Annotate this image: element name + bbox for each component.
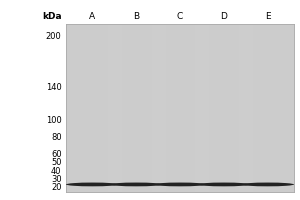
Ellipse shape: [154, 183, 206, 186]
Ellipse shape: [110, 183, 163, 186]
Text: 60: 60: [51, 150, 62, 159]
Text: E: E: [265, 12, 271, 21]
Text: kDa: kDa: [42, 12, 62, 21]
Text: B: B: [133, 12, 139, 21]
Text: 30: 30: [51, 175, 62, 184]
Ellipse shape: [66, 183, 118, 186]
Text: 140: 140: [46, 82, 62, 92]
Text: 50: 50: [51, 158, 62, 167]
Text: C: C: [177, 12, 183, 21]
Text: 20: 20: [51, 183, 62, 192]
Text: 200: 200: [46, 32, 62, 41]
Text: A: A: [89, 12, 95, 21]
Text: 40: 40: [51, 166, 62, 176]
Ellipse shape: [197, 183, 250, 186]
Text: 100: 100: [46, 116, 62, 125]
Text: D: D: [220, 12, 227, 21]
Text: 80: 80: [51, 133, 62, 142]
Ellipse shape: [242, 183, 294, 186]
